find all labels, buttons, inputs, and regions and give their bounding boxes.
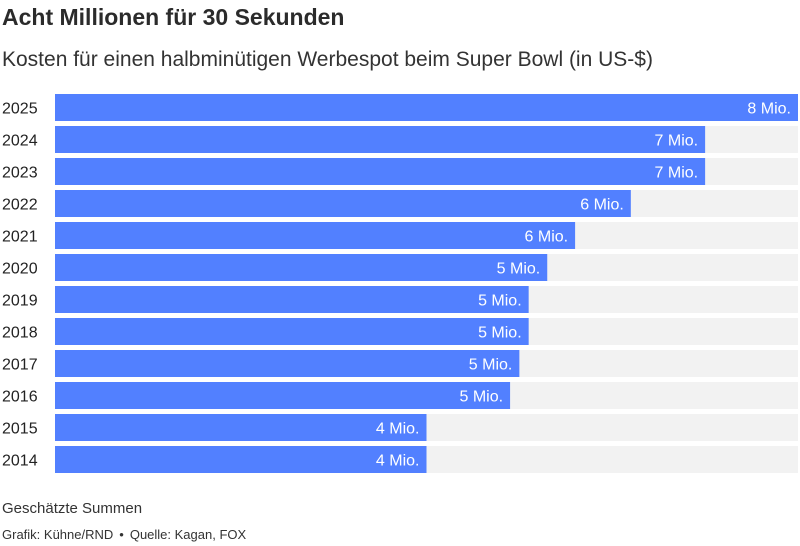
bar [55,190,631,217]
credit-text: Grafik: Kühne/RND [2,527,114,542]
chart-title: Acht Millionen für 30 Sekunden [2,4,345,30]
footnote: Geschätzte Summen [2,500,143,517]
bar [55,286,529,313]
data-label: 5 Mio. [478,325,522,342]
bar [55,318,529,345]
category-label: 2019 [2,293,38,310]
category-label: 2016 [2,389,38,406]
source-line: Grafik: Kühne/RND • Quelle: Kagan, FOX [2,527,246,542]
data-label: 7 Mio. [655,133,699,150]
category-label: 2021 [2,229,38,246]
category-label: 2020 [2,261,38,278]
bar-row: 2018 5 Mio. [2,318,798,345]
bar [55,254,548,281]
bar-row: 2020 5 Mio. [2,254,798,281]
data-label: 7 Mio. [655,165,699,182]
data-label: 4 Mio. [376,421,420,438]
data-label: 8 Mio. [747,101,791,118]
data-label: 6 Mio. [580,197,624,214]
bar [55,126,706,153]
category-label: 2014 [2,453,38,470]
bar [55,414,427,441]
bar-row: 2022 6 Mio. [2,190,798,217]
bar [55,222,576,249]
bar [55,158,706,185]
data-label: 4 Mio. [376,453,420,470]
category-label: 2023 [2,165,38,182]
bar [55,350,520,377]
source-text: Quelle: Kagan, FOX [129,527,247,542]
category-label: 2017 [2,357,38,374]
category-label: 2024 [2,133,38,150]
bar-row: 2019 5 Mio. [2,286,798,313]
bar-row: 2023 7 Mio. [2,158,798,185]
data-label: 5 Mio. [497,261,541,278]
bar-row: 2017 5 Mio. [2,350,798,377]
bar-row: 2025 8 Mio. [2,94,798,121]
category-label: 2025 [2,101,38,118]
data-label: 5 Mio. [460,389,504,406]
data-label: 5 Mio. [469,357,513,374]
bar-row: 2024 7 Mio. [2,126,798,153]
category-label: 2015 [2,421,38,438]
separator-dot: • [119,527,124,542]
bar-row: 2014 4 Mio. [2,446,798,473]
category-label: 2018 [2,325,38,342]
data-label: 6 Mio. [525,229,569,246]
bar-chart: 2025 8 Mio. 2024 7 Mio. 2023 7 Mio. 2022 6 Mio.… [2,94,798,473]
bar-row: 2016 5 Mio. [2,382,798,409]
chart-subtitle: Kosten für einen halbminütigen Werbespot… [2,48,653,71]
data-label: 5 Mio. [478,293,522,310]
bar [55,94,798,121]
category-label: 2022 [2,197,38,214]
bar-row: 2015 4 Mio. [2,414,798,441]
bar [55,382,511,409]
bar-row: 2021 6 Mio. [2,222,798,249]
bar [55,446,427,473]
